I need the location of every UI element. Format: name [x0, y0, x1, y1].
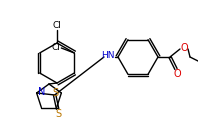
- Text: N: N: [38, 87, 45, 97]
- Text: HN: HN: [101, 52, 115, 60]
- Text: O: O: [180, 43, 188, 53]
- Text: O: O: [173, 69, 181, 79]
- Text: Cl: Cl: [52, 44, 61, 53]
- Text: S: S: [56, 109, 62, 119]
- Text: S: S: [52, 88, 58, 98]
- Text: Cl: Cl: [52, 20, 61, 30]
